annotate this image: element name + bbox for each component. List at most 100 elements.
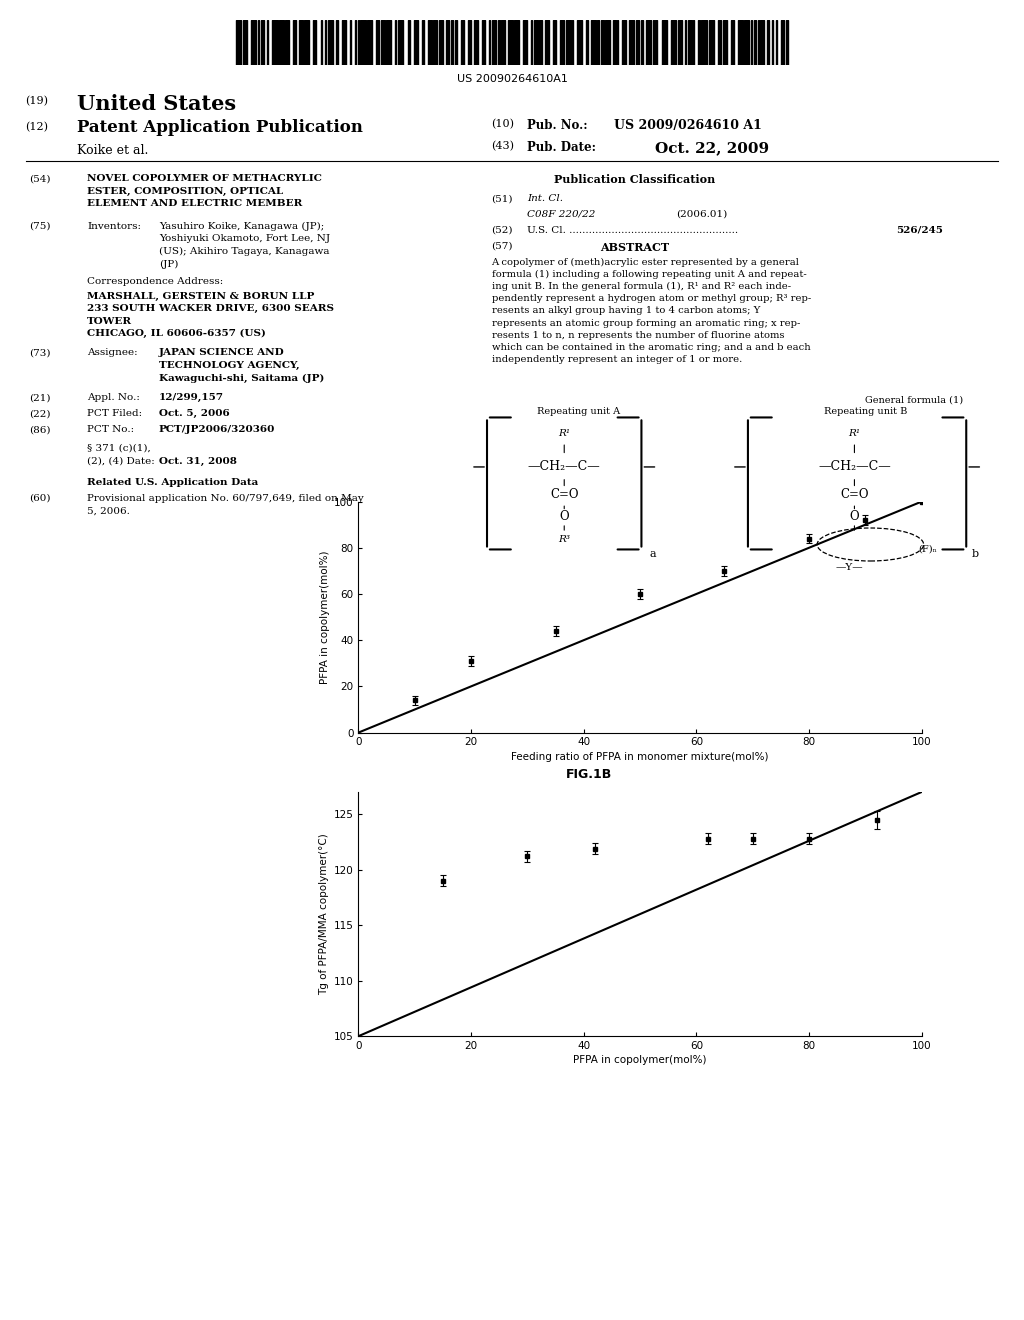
Text: PCT Filed:: PCT Filed: <box>87 409 142 418</box>
Text: (52): (52) <box>492 226 513 235</box>
Text: Related U.S. Application Data: Related U.S. Application Data <box>87 478 258 487</box>
Text: (2006.01): (2006.01) <box>676 210 727 219</box>
Bar <box>662 20 667 65</box>
Bar <box>285 20 289 65</box>
Bar <box>489 20 490 65</box>
Bar <box>698 20 700 65</box>
Text: Publication Classification: Publication Classification <box>554 174 716 185</box>
Bar <box>572 20 573 65</box>
Bar <box>428 20 432 65</box>
Bar <box>514 20 519 65</box>
Text: (86): (86) <box>29 425 50 434</box>
Bar <box>376 20 379 65</box>
Bar <box>508 20 513 65</box>
Text: Int. Cl.: Int. Cl. <box>527 194 563 203</box>
Bar <box>545 20 549 65</box>
Bar <box>781 20 784 65</box>
Bar <box>646 20 651 65</box>
Bar <box>688 20 692 65</box>
Bar <box>566 20 571 65</box>
Bar <box>539 20 542 65</box>
Bar <box>534 20 538 65</box>
Bar <box>325 20 326 65</box>
Bar <box>321 20 322 65</box>
Text: Appl. No.:: Appl. No.: <box>87 393 140 403</box>
Text: Correspondence Address:: Correspondence Address: <box>87 277 223 286</box>
Text: Pub. Date:: Pub. Date: <box>527 141 596 154</box>
Bar <box>501 20 505 65</box>
Bar <box>279 20 284 65</box>
Text: R¹: R¹ <box>849 429 860 438</box>
Bar <box>355 20 356 65</box>
Bar <box>751 20 752 65</box>
Text: (60): (60) <box>29 494 50 503</box>
Text: (22): (22) <box>29 409 50 418</box>
Bar <box>328 20 333 65</box>
Text: C=O: C=O <box>840 488 868 502</box>
Text: Koike et al.: Koike et al. <box>77 144 148 157</box>
Bar <box>718 20 721 65</box>
Text: (19): (19) <box>26 96 48 107</box>
Bar <box>299 20 303 65</box>
Bar <box>272 20 278 65</box>
Bar <box>258 20 259 65</box>
Bar <box>367 20 372 65</box>
Bar <box>731 20 734 65</box>
Bar <box>531 20 532 65</box>
Text: NOVEL COPOLYMER OF METHACRYLIC
ESTER, COMPOSITION, OPTICAL
ELEMENT AND ELECTRIC : NOVEL COPOLYMER OF METHACRYLIC ESTER, CO… <box>87 174 322 209</box>
Text: (75): (75) <box>29 222 50 231</box>
Text: C08F 220/22: C08F 220/22 <box>527 210 596 219</box>
Text: Assignee:: Assignee: <box>87 348 137 358</box>
Bar <box>451 20 453 65</box>
Text: Inventors:: Inventors: <box>87 222 141 231</box>
X-axis label: PFPA in copolymer(mol%): PFPA in copolymer(mol%) <box>573 1055 707 1065</box>
Text: General formula (1): General formula (1) <box>865 396 964 405</box>
Bar <box>446 20 449 65</box>
Bar <box>498 20 500 65</box>
Bar <box>597 20 599 65</box>
Bar <box>671 20 676 65</box>
Text: C=O: C=O <box>550 488 579 502</box>
Bar <box>468 20 471 65</box>
Text: Pub. No.:: Pub. No.: <box>527 119 588 132</box>
Bar <box>350 20 351 65</box>
Bar <box>293 20 296 65</box>
Bar <box>455 20 457 65</box>
Bar <box>261 20 264 65</box>
Bar <box>723 20 727 65</box>
Bar <box>553 20 556 65</box>
Text: (54): (54) <box>29 174 50 183</box>
Text: A copolymer of (meth)acrylic ester represented by a general
formula (1) includin: A copolymer of (meth)acrylic ester repre… <box>492 257 811 364</box>
Bar <box>315 20 316 65</box>
Bar <box>622 20 626 65</box>
Text: —Y—: —Y— <box>836 564 863 572</box>
Bar <box>358 20 359 65</box>
Text: MARSHALL, GERSTEIN & BORUN LLP
233 SOUTH WACKER DRIVE, 6300 SEARS
TOWER
CHICAGO,: MARSHALL, GERSTEIN & BORUN LLP 233 SOUTH… <box>87 292 334 338</box>
Bar <box>744 20 749 65</box>
Text: a: a <box>649 549 656 560</box>
Bar <box>586 20 588 65</box>
Bar <box>776 20 777 65</box>
Text: U.S. Cl. ....................................................: U.S. Cl. ...............................… <box>527 226 738 235</box>
Bar <box>641 20 643 65</box>
Bar <box>408 20 410 65</box>
Bar <box>433 20 437 65</box>
Text: (57): (57) <box>492 242 513 251</box>
Text: United States: United States <box>77 94 236 114</box>
Bar <box>523 20 527 65</box>
Bar <box>738 20 743 65</box>
Bar <box>767 20 769 65</box>
Bar <box>685 20 686 65</box>
Bar <box>758 20 759 65</box>
Text: Yasuhiro Koike, Kanagawa (JP);
Yoshiyuki Okamoto, Fort Lee, NJ
(US); Akihiro Tag: Yasuhiro Koike, Kanagawa (JP); Yoshiyuki… <box>159 222 330 269</box>
Text: (51): (51) <box>492 194 513 203</box>
Bar <box>236 20 241 65</box>
Text: 526/245: 526/245 <box>896 226 943 235</box>
Bar <box>304 20 309 65</box>
Text: Provisional application No. 60/797,649, filed on May
5, 2006.: Provisional application No. 60/797,649, … <box>87 494 364 515</box>
Text: R¹: R¹ <box>558 429 570 438</box>
Bar <box>398 20 403 65</box>
Text: Repeating unit A: Repeating unit A <box>537 407 621 416</box>
Bar <box>414 20 418 65</box>
Bar <box>653 20 654 65</box>
